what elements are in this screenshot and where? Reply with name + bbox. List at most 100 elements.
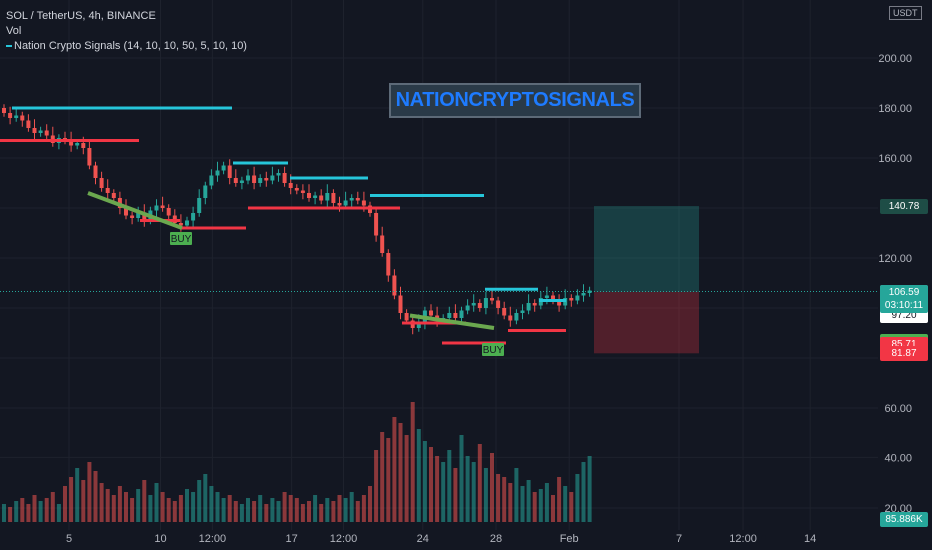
candle-body <box>69 140 74 146</box>
volume-bar <box>325 498 330 522</box>
volume-bar <box>319 504 324 522</box>
volume-bar <box>32 495 37 522</box>
volume-bar <box>270 498 275 522</box>
candle-body <box>483 298 488 308</box>
volume-bar <box>185 489 189 522</box>
candle-body <box>319 195 324 201</box>
chart-legend: SOL / TetherUS, 4h, BINANCE Vol Nation C… <box>6 9 247 54</box>
volume-bar <box>471 462 476 522</box>
volume-bar <box>99 483 104 522</box>
time-tick-label: 17 <box>286 533 298 545</box>
candle-body <box>337 203 342 206</box>
candle-body <box>569 298 574 301</box>
volume-legend[interactable]: Vol <box>6 25 22 37</box>
candle-body <box>459 310 464 318</box>
volume-bar <box>313 495 318 522</box>
volume-bar <box>209 486 214 522</box>
volume-bar <box>368 486 372 522</box>
volume-bar <box>465 456 470 522</box>
candle-body <box>252 175 257 183</box>
candle-body <box>544 295 549 298</box>
currency-badge[interactable]: USDT <box>889 6 922 20</box>
candle-body <box>294 188 299 191</box>
candle-body <box>288 183 293 188</box>
buy-signal: BUY <box>482 343 504 356</box>
candle-body <box>111 193 116 198</box>
price-tick-label: 60.00 <box>884 403 912 415</box>
candle-body <box>233 178 238 183</box>
profit-zone <box>594 206 699 292</box>
volume-bar <box>2 504 6 522</box>
volume-bar <box>514 468 519 522</box>
volume-bar <box>361 495 366 522</box>
candle-body <box>264 178 269 181</box>
trend-line <box>87 191 183 230</box>
candle-body <box>526 303 531 311</box>
candle-body <box>477 303 482 308</box>
time-tick-label: 12:00 <box>199 533 227 545</box>
volume-bar <box>496 474 501 522</box>
candle-body <box>429 310 433 316</box>
candle-body <box>215 170 220 176</box>
candle-body <box>276 173 281 176</box>
volume-bar <box>355 501 360 522</box>
volume-bar <box>392 417 397 522</box>
candle-body <box>575 295 580 301</box>
volume-bar <box>63 486 67 522</box>
volume-bar <box>453 468 458 522</box>
current-price-label: 106.59 03:10:11 <box>880 285 928 313</box>
candle-body <box>453 313 458 318</box>
candle-body <box>197 198 202 213</box>
candle-body <box>416 323 421 328</box>
candle-body <box>520 310 525 313</box>
volume-bar <box>490 453 494 522</box>
volume-bar <box>526 480 531 522</box>
candle-body <box>185 220 189 226</box>
volume-bar <box>416 429 421 522</box>
volume-bar <box>124 492 128 522</box>
volume-bar <box>343 498 348 522</box>
price-tick-label: 180.00 <box>878 103 912 115</box>
buy-signal-box <box>170 232 192 245</box>
candle-body <box>32 128 37 133</box>
volume-bar <box>178 495 183 522</box>
volume-bar <box>544 483 549 522</box>
volume-bar <box>215 492 220 522</box>
candle-body <box>490 298 494 301</box>
loss-zone <box>594 291 699 354</box>
volume-bar <box>569 492 574 522</box>
candle-body <box>124 208 128 216</box>
candle-body <box>8 113 13 118</box>
volume-bar <box>142 480 147 522</box>
volume-bar <box>477 444 482 522</box>
candle-body <box>178 223 183 226</box>
volume-bar <box>105 489 110 522</box>
candle-body <box>355 198 360 201</box>
volume-bar <box>410 402 415 522</box>
candle-body <box>221 165 226 171</box>
volume-bar <box>239 504 244 522</box>
candle-body <box>81 143 86 148</box>
candle-body <box>496 300 501 308</box>
volume-bar <box>557 477 562 522</box>
symbol-line[interactable]: SOL / TetherUS, 4h, BINANCE <box>6 10 156 22</box>
volume-bar <box>575 474 580 522</box>
volume-bar <box>441 462 446 522</box>
volume-bar <box>282 492 287 522</box>
volume-bar <box>276 501 281 522</box>
volume-bar <box>264 504 269 522</box>
volume-bar <box>563 486 568 522</box>
volume-bar <box>160 492 165 522</box>
indicator-legend[interactable]: Nation Crypto Signals (14, 10, 10, 50, 5… <box>6 39 247 54</box>
candle-body <box>331 193 336 203</box>
candle-body <box>502 308 507 316</box>
volume-bar <box>429 447 433 522</box>
candle-body <box>239 180 244 183</box>
candle-body <box>465 305 470 311</box>
volume-bar <box>404 435 409 522</box>
volume-bar <box>20 498 25 522</box>
candle-body <box>26 120 31 128</box>
volume-bar <box>508 483 513 522</box>
